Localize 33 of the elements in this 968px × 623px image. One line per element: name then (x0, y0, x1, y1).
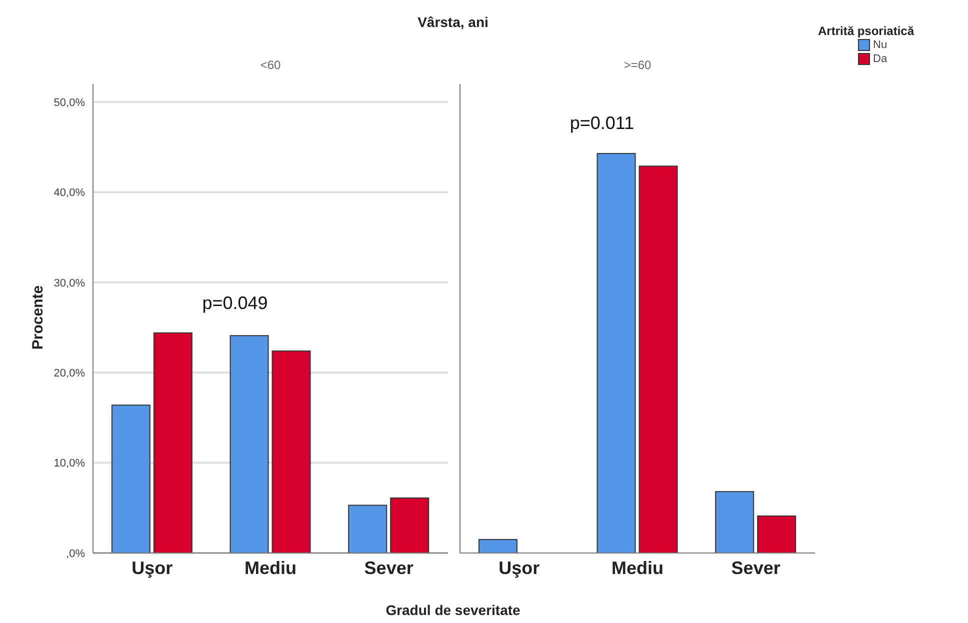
bar (390, 497, 430, 553)
annotation: p=0.049 (185, 292, 285, 314)
x-tick-label: Uşor (132, 558, 173, 578)
y-tick-label: ,0% (66, 548, 86, 560)
bar (348, 504, 388, 553)
bar (638, 166, 678, 553)
y-tick-label: 30,0% (54, 277, 86, 290)
bar (153, 332, 192, 553)
y-tick-label: 50,0% (54, 96, 86, 109)
chart-title: Vârsta, ani (416, 14, 490, 30)
x-tick-label: Sever (731, 558, 780, 578)
bar (478, 538, 518, 553)
bar (272, 350, 311, 553)
y-tick-label: 20,0% (54, 368, 86, 380)
chart-subtitle: >=60 (622, 58, 652, 72)
y-axis-title: Procente (30, 284, 46, 352)
x-axis-title: Gradul de severitate (384, 602, 522, 618)
legend-title: Artrită psoriatică (818, 24, 914, 38)
bar (596, 152, 636, 553)
bar (230, 335, 269, 553)
legend-label: Nu (872, 38, 888, 52)
y-tick-label: 40,0% (54, 187, 86, 200)
chart-subtitle: <60 (259, 58, 282, 72)
x-tick-label: Mediu (612, 558, 664, 578)
x-tick-label: Mediu (244, 558, 296, 578)
x-tick-label: Sever (364, 558, 414, 578)
bar (757, 516, 796, 553)
y-tick-label: 10,0% (54, 458, 86, 470)
x-tick-label: Uşor (498, 558, 540, 578)
bar (111, 404, 150, 553)
bar (715, 491, 754, 553)
annotation: p=0.011 (552, 113, 652, 134)
legend-label: Da (872, 52, 888, 66)
